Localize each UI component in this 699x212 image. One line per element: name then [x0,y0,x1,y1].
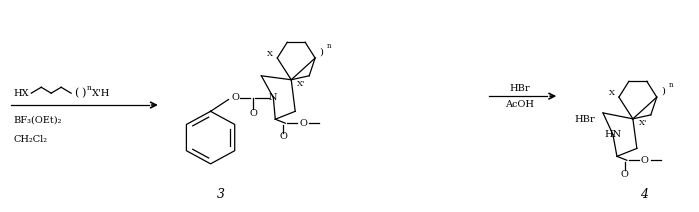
Text: X': X' [297,80,305,88]
Text: CH₂Cl₂: CH₂Cl₂ [13,135,48,144]
Text: n: n [327,42,331,50]
Text: 4: 4 [640,188,648,201]
Text: AcOH: AcOH [505,99,534,109]
Text: O: O [641,156,649,165]
Text: (: ( [74,88,78,98]
Text: O: O [299,119,307,128]
Text: O: O [621,170,629,179]
Text: ): ) [661,87,665,96]
Text: HBr: HBr [574,115,595,124]
Text: X'H: X'H [92,89,110,98]
Text: HX: HX [13,89,29,98]
Text: n: n [669,81,673,89]
Text: N: N [269,93,278,102]
Text: O: O [280,132,287,141]
Text: X: X [267,50,273,58]
Text: HN: HN [605,130,621,139]
Text: X: X [609,89,615,97]
Text: n: n [87,84,92,92]
Text: BF₃(OEt)₂: BF₃(OEt)₂ [13,115,62,124]
Text: 3: 3 [217,188,224,201]
Text: ): ) [319,48,323,57]
Text: X': X' [639,119,647,127]
Text: ): ) [81,88,85,98]
Text: O: O [250,109,257,118]
Text: O: O [231,93,239,102]
Text: HBr: HBr [509,84,530,93]
